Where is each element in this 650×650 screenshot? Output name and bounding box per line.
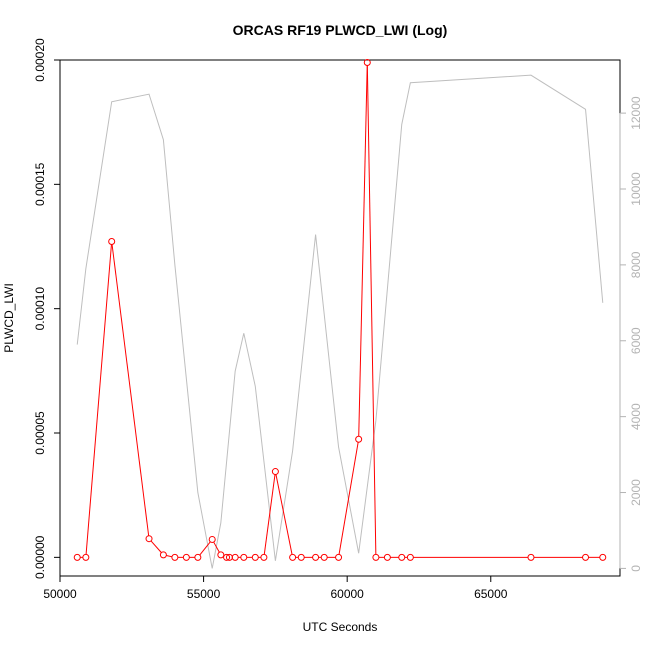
y-right-tick-label: 10000	[629, 172, 643, 206]
data-point	[599, 553, 607, 561]
y-tick-label: 0.00020	[33, 38, 47, 82]
primary-series-segment	[166, 555, 173, 558]
primary-series-segment	[150, 540, 162, 553]
data-point	[171, 553, 179, 561]
data-point	[260, 553, 268, 561]
primary-series-segment	[199, 541, 211, 556]
y-tick-label: 0.00005	[33, 411, 47, 455]
data-point	[527, 553, 535, 561]
y-right-tick-label: 6000	[629, 327, 643, 354]
chart-title: ORCAS RF19 PLWCD_LWI (Log)	[233, 22, 448, 38]
secondary-series-line	[76, 74, 604, 569]
data-point	[208, 535, 216, 543]
data-point	[320, 553, 328, 561]
data-point	[159, 551, 167, 559]
data-point	[312, 553, 320, 561]
x-tick-label: 60000	[330, 587, 364, 601]
data-point	[406, 553, 414, 561]
y-right-tick-label: 12000	[629, 96, 643, 130]
data-point	[73, 553, 81, 561]
x-tick-label: 65000	[474, 587, 508, 601]
primary-series-segment	[111, 244, 150, 536]
y-right-tick-label: 8000	[629, 251, 643, 278]
data-point	[145, 535, 153, 543]
primary-series-segment	[366, 65, 377, 555]
x-axis-label: UTC Seconds	[303, 620, 378, 634]
data-point	[217, 551, 225, 559]
primary-series-layer	[73, 58, 607, 561]
data-point	[335, 553, 343, 561]
data-point	[289, 553, 297, 561]
primary-series-segment	[338, 442, 359, 555]
x-axis: 50000 55000 60000 65000	[43, 575, 508, 601]
y-tick-label: 0.00000	[33, 535, 47, 579]
data-point	[355, 435, 363, 443]
primary-series-segment	[275, 474, 293, 555]
primary-series-segment	[263, 474, 276, 555]
data-point	[297, 553, 305, 561]
data-point	[383, 553, 391, 561]
data-point	[372, 553, 380, 561]
primary-series-segment	[358, 65, 368, 437]
y-axis-label: PLWCD_LWI	[2, 283, 16, 353]
primary-series-segment	[85, 244, 112, 555]
y-axis-right: 0 2000 4000 6000 8000 10000 12000	[619, 96, 643, 572]
data-point	[271, 468, 279, 476]
y-right-tick-label: 2000	[629, 479, 643, 506]
y-axis: 0.00000 0.00005 0.00010 0.00015 0.00020	[33, 38, 61, 579]
data-point	[363, 58, 371, 66]
y-right-tick-label: 4000	[629, 403, 643, 430]
data-point	[582, 553, 590, 561]
data-point	[240, 553, 248, 561]
secondary-series-layer	[76, 74, 604, 569]
data-point	[251, 553, 259, 561]
data-point	[223, 553, 231, 561]
data-point	[398, 553, 406, 561]
data-point	[108, 238, 116, 246]
data-point	[182, 553, 190, 561]
x-tick-label: 50000	[43, 587, 77, 601]
data-point	[82, 553, 90, 561]
y-right-tick-label: 0	[629, 565, 643, 572]
y-tick-label: 0.00010	[33, 287, 47, 331]
y-tick-label: 0.00015	[33, 162, 47, 206]
x-tick-label: 55000	[187, 587, 221, 601]
data-point	[194, 553, 202, 561]
primary-series-segment	[213, 541, 220, 553]
data-point	[231, 553, 239, 561]
